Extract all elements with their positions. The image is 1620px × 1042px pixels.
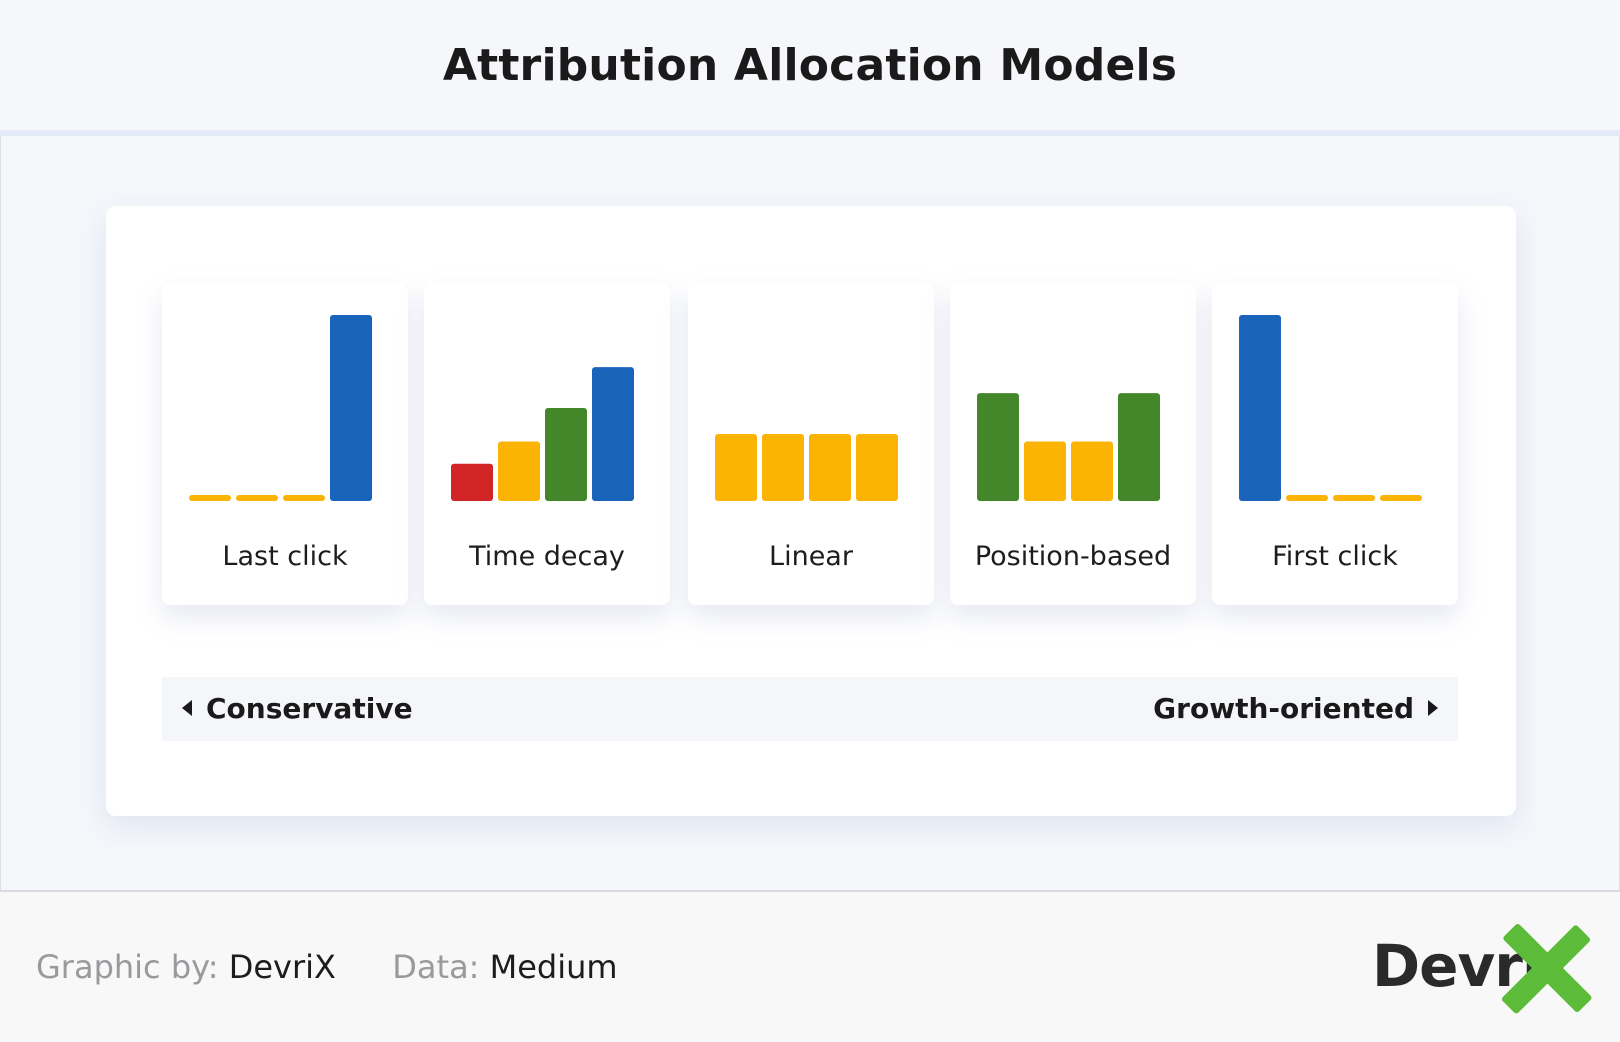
caret-right-icon [1428, 700, 1438, 716]
scale-right: Growth-oriented [1153, 677, 1438, 741]
header: Attribution Allocation Models [0, 0, 1620, 136]
devrix-logo: Devri [1372, 922, 1592, 1014]
bar [856, 434, 898, 501]
caret-left-icon [182, 700, 192, 716]
bar [762, 434, 804, 501]
conservative-label: Conservative [206, 692, 413, 725]
bar [236, 495, 278, 501]
bar [189, 495, 231, 501]
graphic-by-value: DevriX [228, 948, 336, 986]
bar [283, 495, 325, 501]
page-title: Attribution Allocation Models [442, 40, 1178, 91]
bar [592, 367, 634, 501]
bar [1239, 315, 1281, 501]
model-label: Time decay [469, 541, 625, 572]
logo-x-icon [1501, 923, 1592, 1014]
footer: Graphic by: DevriX Data: Medium Devri [0, 890, 1620, 1042]
model-card-first-click: First click [1212, 283, 1458, 605]
growth-oriented-label: Growth-oriented [1153, 692, 1414, 725]
bar [1333, 495, 1375, 501]
model-chart-first-click [1239, 315, 1422, 501]
model-card-linear: Linear [688, 283, 934, 605]
bar [1024, 441, 1066, 501]
bar [809, 434, 851, 501]
model-label: Position-based [974, 541, 1172, 572]
model-chart-last-click [189, 315, 372, 501]
model-card-position-based: Position-based [950, 283, 1196, 605]
model-card-time-decay: Time decay [424, 283, 670, 605]
data-label: Data: [392, 948, 480, 986]
bar [1118, 393, 1160, 501]
model-label: Linear [769, 541, 853, 572]
model-card-last-click: Last click [162, 283, 408, 605]
bar [1380, 495, 1422, 501]
bar [545, 408, 587, 501]
models-panel: Last click Time decay Linear Position-ba… [106, 206, 1516, 816]
data-value: Medium [489, 948, 618, 986]
bar [1286, 495, 1328, 501]
bar [1071, 441, 1113, 501]
bar [715, 434, 757, 501]
model-label: Last click [222, 541, 348, 572]
graphic-by-label: Graphic by: [36, 948, 219, 986]
model-chart-position-based [977, 393, 1160, 501]
bar [498, 441, 540, 501]
scale-bar: Conservative Growth-oriented [162, 677, 1458, 741]
bar [451, 463, 493, 501]
credits: Graphic by: DevriX Data: Medium [36, 948, 618, 986]
model-chart-time-decay [451, 367, 634, 501]
model-chart-linear [715, 434, 898, 501]
bar [330, 315, 372, 501]
scale-left: Conservative [182, 677, 413, 741]
model-label: First click [1272, 541, 1398, 572]
bar [977, 393, 1019, 501]
